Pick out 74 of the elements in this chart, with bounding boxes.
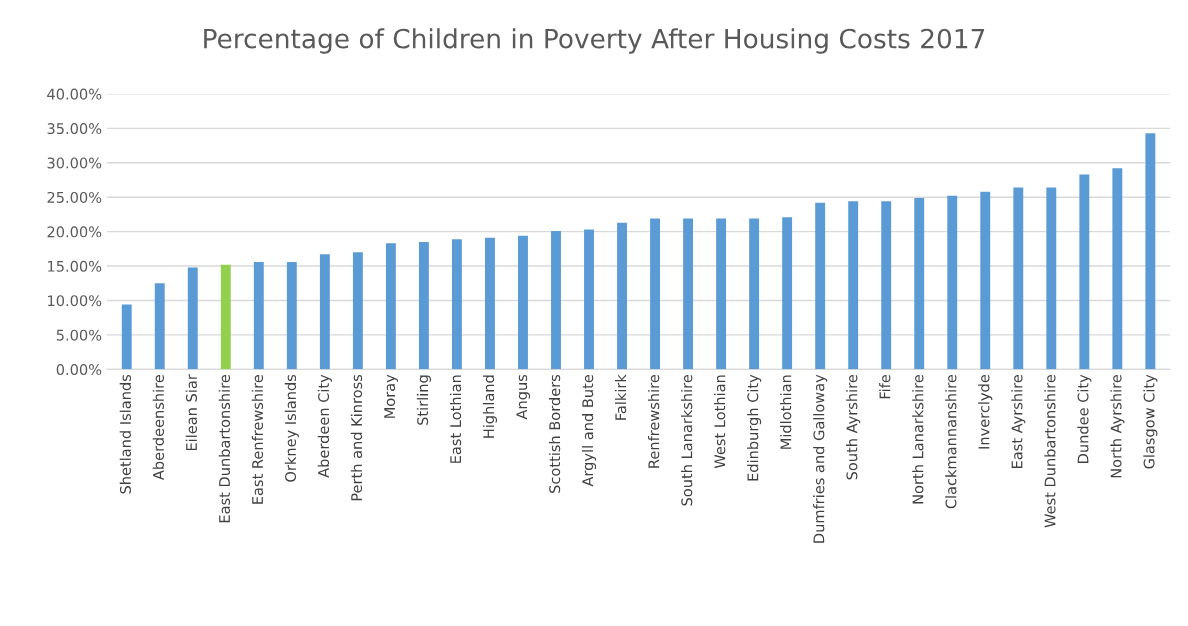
- x-tick-label: Clackmannanshire: [945, 374, 957, 509]
- x-tick-label: Scottish Borders: [548, 374, 561, 493]
- bar: [451, 239, 462, 370]
- y-tick-label: 30.00%: [47, 157, 102, 169]
- x-tick-label: Midlothian: [780, 375, 792, 449]
- x-tick-label: Aberdeen City: [317, 374, 332, 478]
- x-tick-label: Fife: [879, 374, 891, 399]
- bar: [485, 237, 495, 370]
- x-tick-label: Dumfries and Galloway: [813, 374, 828, 543]
- bar: [551, 230, 561, 370]
- x-tick-label: Stirling: [416, 375, 431, 425]
- chart-title: Percentage of Children in Poverty After Housing Costs 2017: [204, 28, 985, 54]
- bar: [881, 201, 892, 370]
- bar: [253, 261, 264, 370]
- bar: [848, 201, 859, 370]
- y-tick-label: 5.00%: [56, 329, 102, 341]
- x-tick-label: East Lothian: [449, 375, 462, 463]
- bar: [418, 241, 429, 370]
- bar: [286, 261, 297, 370]
- x-tick-label: Edinburgh City: [747, 374, 762, 481]
- bar: [914, 197, 925, 370]
- x-tick-label: Falkirk: [614, 374, 627, 420]
- x-tick-label: East Renfrewshire: [251, 374, 264, 504]
- bar: [220, 264, 231, 370]
- bar: [815, 202, 826, 370]
- bar: [1013, 187, 1024, 370]
- bar: [121, 304, 132, 370]
- x-tick-label: Moray: [384, 374, 398, 418]
- y-tick-label: 10.00%: [48, 295, 102, 307]
- bar: [683, 218, 694, 370]
- x-tick-label: West Lothian: [714, 375, 726, 469]
- bar: [352, 252, 363, 370]
- x-tick-label: Aberdeenshire: [152, 374, 164, 481]
- bar: [617, 222, 627, 370]
- y-tick-label: 25.00%: [47, 191, 102, 203]
- x-tick-label: Angus: [516, 374, 531, 420]
- bar: [187, 267, 198, 370]
- x-tick-label: North Ayrshire: [1110, 374, 1125, 478]
- bar: [947, 195, 958, 370]
- bar: [1145, 133, 1156, 370]
- bar: [650, 218, 661, 370]
- bar: [319, 254, 330, 370]
- x-tick-label: East Dunbartonshire: [218, 374, 231, 523]
- x-tick-label: Shetland Islands: [119, 374, 131, 494]
- x-tick-label: West Dunbartonshire: [1044, 374, 1056, 528]
- y-tick-label: 40.00%: [47, 88, 102, 100]
- bar: [584, 229, 594, 370]
- y-tick-label: 15.00%: [48, 260, 102, 272]
- x-tick-label: Perth and Kinross: [350, 374, 363, 501]
- bar: [1079, 174, 1090, 370]
- x-tick-label: Orkney Islands: [284, 374, 299, 482]
- bar: [749, 218, 760, 370]
- bar: [1112, 168, 1123, 370]
- bar: [1046, 187, 1057, 370]
- x-tick-label: Renfrewshire: [648, 374, 660, 468]
- bar: [716, 218, 727, 370]
- x-tick-label: East Ayrshire: [1011, 374, 1026, 469]
- y-tick-label: 35.00%: [47, 123, 102, 135]
- x-tick-label: South Ayrshire: [846, 374, 861, 480]
- bar: [782, 217, 793, 370]
- x-tick-label: South Lanarkshire: [681, 374, 693, 506]
- x-tick-label: North Lanarkshire: [912, 374, 924, 504]
- bar: [154, 283, 165, 370]
- x-tick-label: Highland: [482, 375, 498, 438]
- x-tick-label: Eilean Siar: [185, 374, 197, 451]
- x-tick-label: Dundee City: [1077, 374, 1092, 463]
- y-tick-label: 20.00%: [47, 226, 102, 238]
- x-tick-label: Argyll and Bute: [581, 374, 597, 487]
- x-tick-label: Glasgow City: [1143, 374, 1158, 469]
- bar: [980, 191, 991, 370]
- x-tick-label: Inverclyde: [978, 374, 993, 449]
- y-tick-label: 0.00%: [56, 364, 102, 376]
- bar: [385, 243, 396, 370]
- bar: [518, 235, 528, 370]
